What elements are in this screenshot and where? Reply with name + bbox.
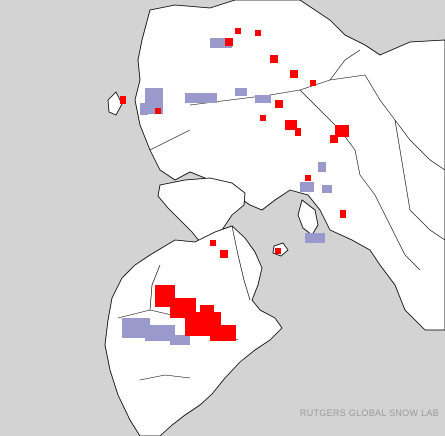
eurasia-landmass (134, 0, 445, 331)
credit-label: RUTGERS GLOBAL SNOW LAB (299, 408, 439, 418)
snow-loss-patches (122, 38, 332, 345)
japan-landmass (107, 91, 123, 116)
snow-gain-patches (120, 28, 349, 341)
